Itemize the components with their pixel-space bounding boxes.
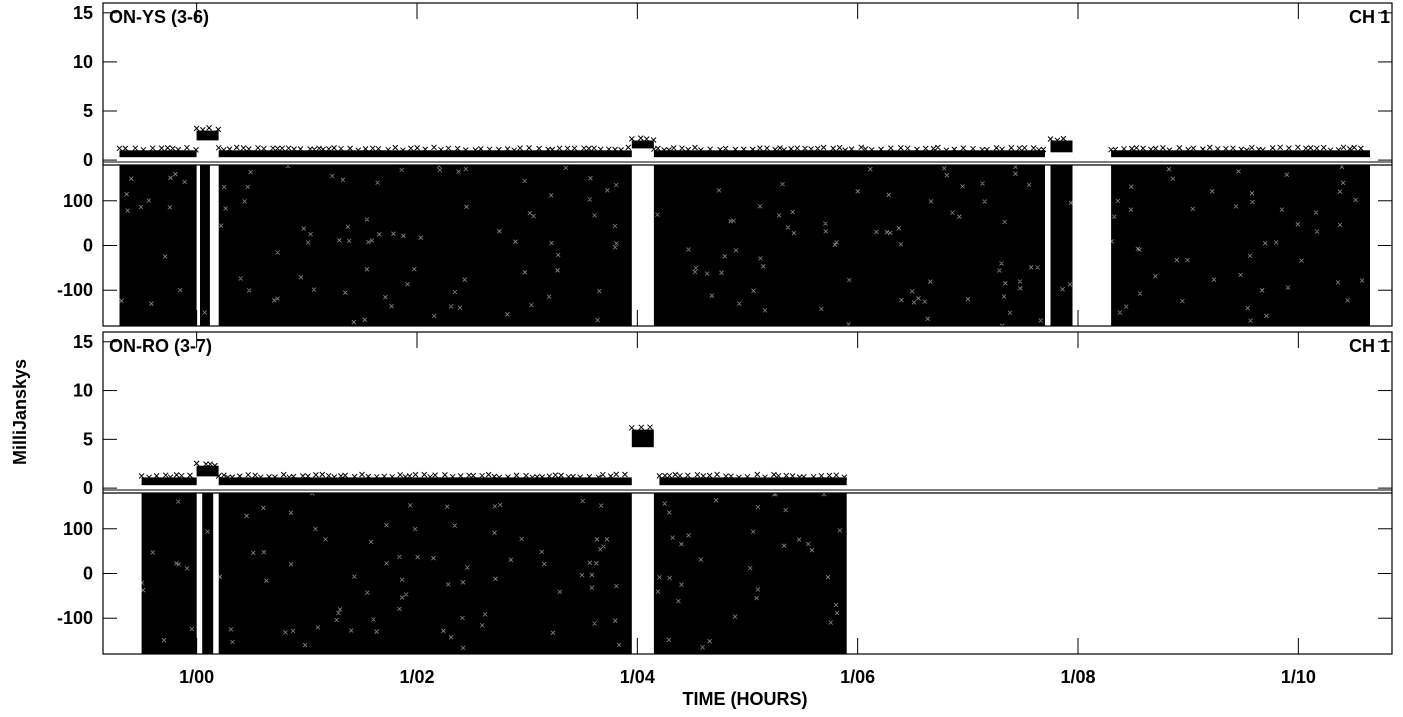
phase-speckles (218, 163, 619, 325)
x-tick-label: 1/06 (840, 667, 875, 687)
x-tick-label: 1/02 (399, 667, 434, 687)
y-tick-label: 15 (73, 332, 93, 352)
y-tick-label: 100 (63, 519, 93, 539)
y-tick-label: 15 (73, 3, 93, 23)
x-axis-title: TIME (HOURS) (683, 689, 808, 709)
phase-points (1050, 165, 1073, 326)
phase-points (1111, 165, 1370, 326)
panel-1: 15 10 5 0 100 0 -100 ON-YS (3-6) CH 1 (57, 2, 1393, 327)
amplitude-points (1111, 150, 1370, 158)
amplitude-markers (193, 460, 218, 469)
y-tick-label: 0 (83, 236, 93, 256)
y-tick-label: 100 (63, 191, 93, 211)
amplitude-points (659, 477, 847, 486)
y-tick-label: 10 (73, 381, 93, 401)
panel-2: 15 10 5 0 100 0 -100 ON-RO (3-7) CH 1 (57, 331, 1393, 655)
amplitude-points (631, 140, 654, 149)
phase-speckles (205, 529, 210, 534)
amplitude-points (1050, 140, 1073, 153)
baseline-label: ON-RO (3-7) (109, 336, 212, 356)
amplitude-points (218, 150, 632, 158)
phase-speckles (655, 164, 1043, 326)
amplitude-points (141, 477, 197, 486)
x-tick-label: 1/10 (1281, 667, 1316, 687)
x-tick-label: 1/04 (620, 667, 655, 687)
amplitude-points (119, 150, 197, 158)
amplitude-markers (193, 125, 222, 133)
phase-points (119, 165, 197, 326)
panel-data (138, 424, 848, 654)
phase-points (218, 493, 632, 654)
amplitude-markers (215, 144, 632, 154)
amplitude-points (196, 465, 219, 477)
amplitude-markers (651, 144, 1047, 154)
y-tick-label: -100 (57, 280, 93, 300)
amplitude-markers (116, 144, 199, 153)
phase-speckles (202, 310, 207, 315)
amplitude-markers (215, 471, 628, 481)
amplitude-markers (656, 471, 848, 481)
phase-points (653, 165, 1045, 326)
phase-points (653, 493, 847, 654)
phase-speckles (1109, 164, 1365, 323)
phase-speckles (1060, 200, 1074, 292)
y-axis-title: MilliJanskys (10, 359, 30, 465)
baseline-label: ON-YS (3-6) (109, 7, 209, 27)
y-tick-label: 0 (83, 150, 93, 170)
amplitude-points (653, 150, 1045, 158)
amplitude-points (196, 130, 219, 141)
amplitude-markers (1047, 135, 1067, 144)
phase-speckles (217, 491, 622, 651)
phase-speckles (655, 491, 843, 650)
channel-label: CH 1 (1349, 7, 1390, 27)
y-tick-label: 5 (83, 101, 93, 121)
phase-points (218, 165, 632, 326)
panel-data (116, 125, 1370, 326)
phase-speckles (119, 171, 187, 306)
amplitude-points (218, 477, 632, 486)
amplitude-markers (628, 424, 653, 431)
amplitude-markers (138, 472, 193, 481)
y-tick-label: 5 (83, 429, 93, 449)
amplitude-markers (628, 135, 657, 143)
y-tick-label: 10 (73, 52, 93, 72)
phase-points (202, 493, 214, 654)
x-tick-label: 1/00 (179, 667, 214, 687)
y-tick-label: 0 (83, 478, 93, 498)
phase-speckles (139, 499, 195, 643)
y-tick-label: -100 (57, 608, 93, 628)
channel-label: CH 1 (1349, 336, 1390, 356)
phase-points (141, 493, 197, 654)
panels-layer: 15 10 5 0 100 0 -100 ON-YS (3-6) CH 1 15 10 5 0 100 0 -… (57, 2, 1393, 687)
amplitude-markers (1108, 144, 1364, 154)
y-tick-label: 0 (83, 564, 93, 584)
phase-points (200, 165, 210, 326)
amplitude-points (631, 429, 654, 448)
x-tick-label: 1/08 (1060, 667, 1095, 687)
